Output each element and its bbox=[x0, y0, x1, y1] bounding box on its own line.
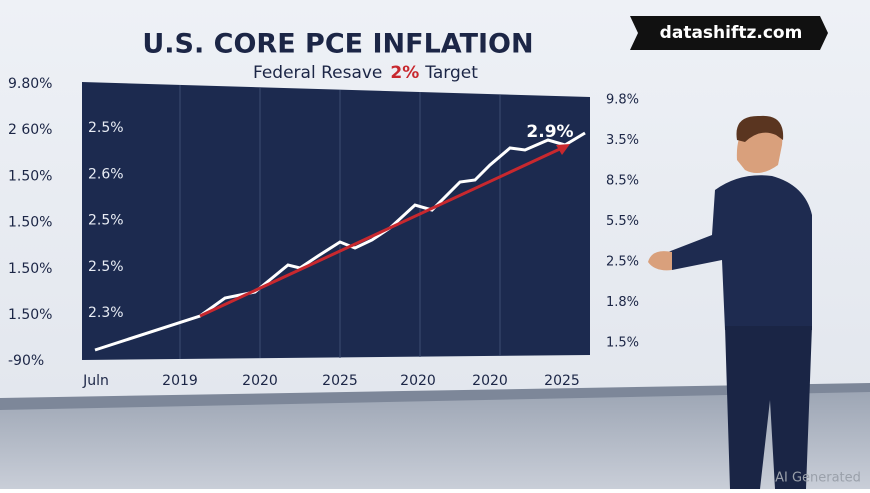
right-label: 8.5% bbox=[606, 174, 639, 189]
inner-label: 2.5% bbox=[88, 213, 124, 229]
x-label: 2020 bbox=[472, 373, 508, 389]
right-label: 9.8% bbox=[606, 93, 639, 108]
inner-label: 2.5% bbox=[88, 259, 124, 275]
left-label: 1.50% bbox=[8, 261, 52, 277]
x-label: Juln bbox=[82, 373, 109, 389]
target-line bbox=[199, 146, 563, 318]
right-label: 1.8% bbox=[606, 295, 639, 310]
labels: 9.80% 2 60% 1.50% 1.50% 1.50% 1.50% -90% 2.5% 2.… bbox=[8, 76, 639, 389]
x-label: 2025 bbox=[544, 373, 580, 389]
inner-label: 2.5% bbox=[88, 120, 124, 136]
callout: 2.9% bbox=[526, 122, 573, 142]
subtitle: Federal Resave 2% Target bbox=[253, 63, 478, 83]
left-label: 1.50% bbox=[8, 215, 52, 231]
inner-label: 2.6% bbox=[88, 166, 124, 182]
left-label: -90% bbox=[8, 353, 44, 369]
watermark: AI Generated bbox=[775, 471, 861, 486]
left-label: 1.50% bbox=[8, 168, 52, 184]
left-label: 1.50% bbox=[8, 307, 52, 323]
floor bbox=[0, 385, 870, 489]
x-label: 2025 bbox=[322, 373, 358, 389]
left-label: 2 60% bbox=[8, 122, 52, 138]
right-label: 3.5% bbox=[606, 133, 639, 148]
badge: datashiftz.com bbox=[660, 23, 803, 43]
right-label: 1.5% bbox=[606, 336, 639, 351]
x-label: 2020 bbox=[242, 373, 278, 389]
screen-panel bbox=[82, 82, 590, 360]
x-label: 2019 bbox=[162, 373, 198, 389]
floor-edge bbox=[0, 383, 870, 410]
screen-grid bbox=[179, 85, 501, 359]
left-label: 9.80% bbox=[8, 76, 52, 92]
x-label: 2020 bbox=[400, 373, 436, 389]
presenter bbox=[648, 115, 812, 489]
right-label: 5.5% bbox=[606, 214, 639, 229]
arrow-head bbox=[556, 144, 570, 155]
inner-label: 2.3% bbox=[88, 305, 124, 321]
title: U.S. CORE PCE INFLATION bbox=[142, 29, 533, 60]
badge-ribbon bbox=[630, 16, 828, 50]
right-label: 2.5% bbox=[606, 255, 639, 270]
